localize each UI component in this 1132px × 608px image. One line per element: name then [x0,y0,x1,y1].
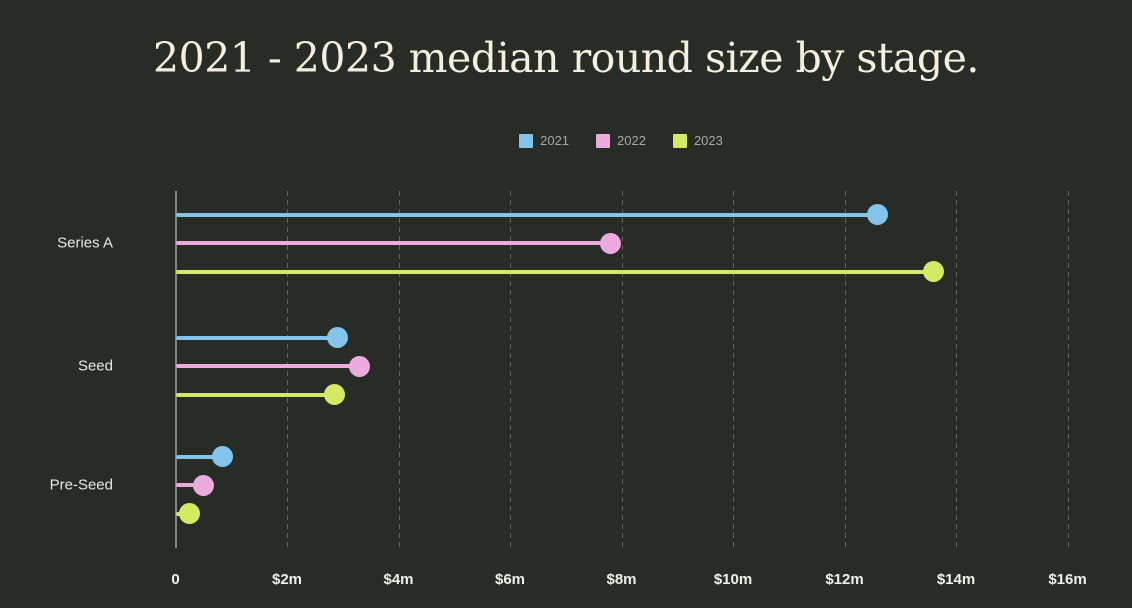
x-tick-label: $14m [936,571,976,588]
lollipop-dot-2022-series-a [599,232,621,254]
gridline-$14m [956,191,957,548]
lollipop-line-2021-series-a [175,212,878,217]
lollipop-dot-2022-pre-seed [192,474,214,496]
x-tick-label: $2m [271,571,303,588]
legend: 2021 2022 2023 [110,133,1132,148]
lollipop-dot-2021-series-a [867,204,889,225]
lollipop-dot-2023-pre-seed [178,503,200,524]
x-tick-label: $12m [825,571,864,588]
y-axis-line [174,191,177,548]
lollipop-line-2023-series-a [175,269,934,274]
gridline-$2m [287,191,288,548]
category-label-series-a: Series A [57,234,113,252]
lollipop-line-2023-seed [175,392,335,397]
legend-label: 2022 [617,133,646,148]
x-tick-label: $16m [1048,571,1087,588]
gridline-$10m [733,191,734,548]
lollipop-dot-2022-seed [348,355,370,377]
gridline-$4m [398,191,400,548]
legend-label: 2021 [540,133,570,148]
gridline-$16m [1067,191,1069,548]
x-tick-label: 0 [171,571,180,588]
x-tick-label: $10m [713,571,753,588]
x-tick-label: $4m [383,571,414,588]
legend-item-2021: 2021 [519,133,569,148]
category-label-pre-seed: Pre-Seed [49,476,113,494]
gridline-$8m [621,191,623,548]
lollipop-dot-2023-seed [323,384,345,405]
legend-swatch-2022 [596,133,611,148]
lollipop-dot-2021-seed [326,327,348,348]
chart-title: 2021 - 2023 median round size by stage. [153,34,979,82]
lollipop-line-2022-seed [175,364,360,368]
gridline-$6m [510,191,511,548]
x-tick-label: $6m [494,571,526,588]
gridline-$12m [844,191,846,548]
lollipop-line-2021-pre-seed [175,454,223,459]
legend-item-2022: 2022 [596,133,646,148]
category-label-seed: Seed [77,357,113,375]
legend-item-2023: 2023 [672,133,723,148]
lollipop-line-2022-series-a [175,241,611,245]
legend-label: 2023 [693,133,723,148]
lollipop-line-2021-seed [175,335,338,340]
legend-swatch-2021 [519,133,534,148]
x-tick-label: $8m [606,571,637,588]
legend-swatch-2023 [672,133,687,148]
lollipop-dot-2021-pre-seed [212,446,234,467]
lollipop-dot-2023-series-a [923,261,945,282]
lollipop-line-2022-pre-seed [175,483,204,487]
